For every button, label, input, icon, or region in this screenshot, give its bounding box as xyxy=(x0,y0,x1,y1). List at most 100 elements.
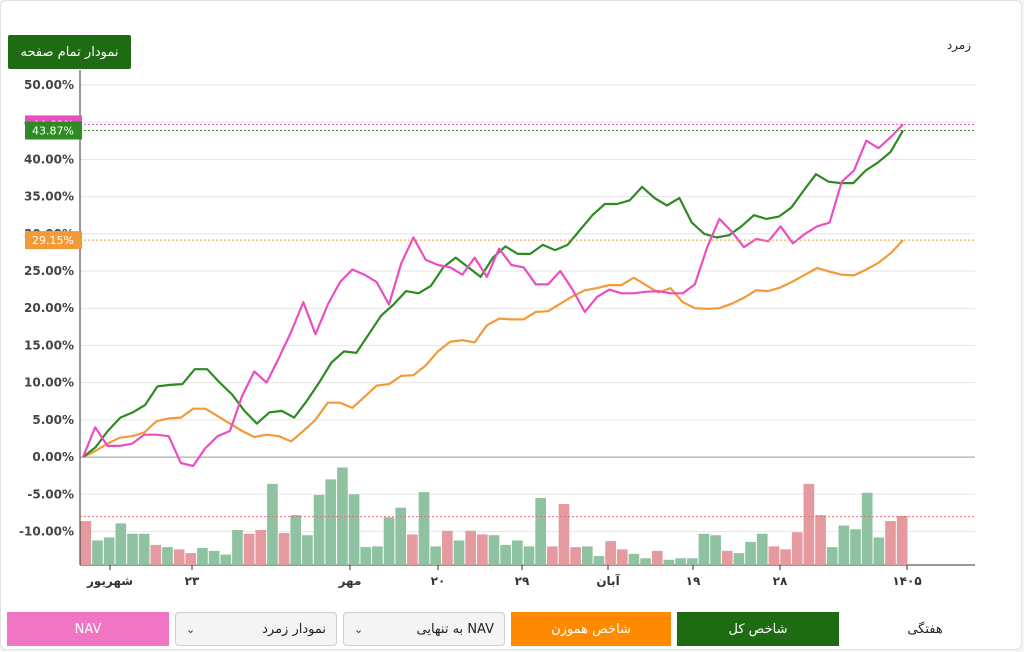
volume-bar xyxy=(150,544,162,565)
volume-bar xyxy=(92,540,103,565)
y-tick-label: 5.00% xyxy=(32,413,74,427)
volume-bar xyxy=(803,483,815,565)
volume-bar xyxy=(383,517,395,565)
y-tick-label: 10.00% xyxy=(24,376,74,390)
y-tick-label: 50.00% xyxy=(24,78,74,92)
volume-bar xyxy=(220,554,232,565)
x-tick-label: ۱۴۰۵ xyxy=(892,574,921,588)
volume-bar xyxy=(255,530,267,565)
nav-alone-select[interactable]: NAV به تنهایی ⌄ xyxy=(343,612,505,646)
volume-bar xyxy=(570,547,581,565)
volume-bar xyxy=(850,529,861,565)
volume-bars xyxy=(80,467,975,565)
volume-bar xyxy=(733,553,745,565)
zomorod-chart-select-label: نمودار زمرد xyxy=(262,621,326,637)
volume-bar xyxy=(675,558,686,565)
fund-name: زمرد xyxy=(946,38,971,52)
volume-bar xyxy=(442,530,453,565)
x-tick-label: ۲۰ xyxy=(431,574,446,588)
volume-bar xyxy=(581,546,593,565)
volume-bar xyxy=(232,530,243,565)
volume-bar xyxy=(826,547,838,565)
volume-bar xyxy=(325,479,337,565)
volume-bar xyxy=(535,498,546,565)
volume-bar xyxy=(628,553,640,565)
volume-bar xyxy=(605,541,616,565)
y-axis: 50.00%45.00%40.00%35.00%30.00%25.00%20.0… xyxy=(19,78,74,539)
volume-bar xyxy=(313,495,325,565)
controls-bar: NAV نمودار زمرد ⌄ NAV به تنهایی ⌄ شاخص ه… xyxy=(0,610,1024,650)
volume-bar xyxy=(173,549,185,565)
y-tick-label: 35.00% xyxy=(24,190,74,204)
last-value-tag xyxy=(25,121,82,140)
period-label[interactable]: هفتگی xyxy=(907,621,943,637)
volume-bar xyxy=(721,550,733,565)
volume-bar xyxy=(768,546,780,565)
series-line xyxy=(82,239,904,459)
volume-bar xyxy=(267,483,278,565)
volume-bar xyxy=(885,521,896,565)
x-tick-label: آبان xyxy=(596,573,620,588)
fullscreen-button[interactable]: نمودار تمام صفحه xyxy=(8,35,131,69)
x-tick-label: ۲۹ xyxy=(515,574,530,588)
volume-bar xyxy=(348,494,360,565)
last-value-tag-label: 29.15% xyxy=(32,234,74,247)
total-index-button[interactable]: شاخص کل xyxy=(677,612,839,646)
nav-toggle-button[interactable]: NAV xyxy=(7,612,169,646)
x-tick-label: شهریور xyxy=(86,574,133,589)
volume-bar xyxy=(593,556,605,565)
volume-bar xyxy=(698,533,710,565)
volume-bar xyxy=(80,521,92,565)
volume-bar xyxy=(465,530,477,565)
volume-bar xyxy=(640,558,651,565)
volume-bar xyxy=(523,546,535,565)
chevron-down-icon: ⌄ xyxy=(186,622,196,636)
volume-bar xyxy=(511,540,523,565)
x-tick-label: مهر xyxy=(338,574,362,588)
last-value-tags: 44.69%43.87%29.15% xyxy=(25,115,975,250)
x-tick-label: ۱۹ xyxy=(686,574,701,588)
series-line xyxy=(81,123,904,468)
x-axis: شهریور ۲۳ مهر ۲۰ ۲۹ آبان ۱۹ ۲۸ ۱۴۰۵ xyxy=(86,565,922,589)
last-value-tag-label: 43.87% xyxy=(32,125,74,138)
volume-bar xyxy=(500,544,511,565)
volume-bar xyxy=(488,535,500,565)
grid-lines xyxy=(79,70,975,566)
volume-bar xyxy=(302,535,313,565)
hamvazn-index-button[interactable]: شاخص هموزن xyxy=(511,612,671,646)
volume-bar xyxy=(663,559,675,565)
y-tick-label: 40.00% xyxy=(24,152,74,166)
volume-bar xyxy=(407,534,418,565)
volume-bar xyxy=(418,492,430,565)
volume-bar xyxy=(372,546,383,565)
volume-bar xyxy=(756,533,768,565)
series-line xyxy=(82,129,904,458)
volume-bar xyxy=(337,467,348,565)
y-tick-label: -10.00% xyxy=(19,525,74,539)
volume-bar xyxy=(453,540,465,565)
volume-bar xyxy=(430,546,442,565)
volume-bar xyxy=(185,553,197,565)
volume-bar xyxy=(138,533,150,565)
zomorod-chart-select[interactable]: نمودار زمرد ⌄ xyxy=(175,612,337,646)
volume-bar xyxy=(686,558,698,565)
volume-bar xyxy=(896,515,908,565)
volume-bar xyxy=(477,534,488,565)
volume-bar xyxy=(791,532,803,565)
last-value-tag xyxy=(25,231,82,250)
volume-bar xyxy=(815,515,826,565)
volume-bar xyxy=(208,550,220,565)
chevron-down-icon: ⌄ xyxy=(354,622,364,636)
volume-bar xyxy=(873,537,885,565)
series-lines xyxy=(81,123,904,468)
volume-bar xyxy=(780,549,791,565)
x-tick-label: ۲۸ xyxy=(773,574,788,588)
volume-bar xyxy=(861,492,873,565)
y-tick-label: 20.00% xyxy=(24,301,74,315)
volume-bar xyxy=(745,541,756,565)
volume-bar xyxy=(243,533,255,565)
y-tick-label: -5.00% xyxy=(27,487,74,501)
volume-bar xyxy=(197,547,208,565)
volume-bar xyxy=(278,532,290,565)
